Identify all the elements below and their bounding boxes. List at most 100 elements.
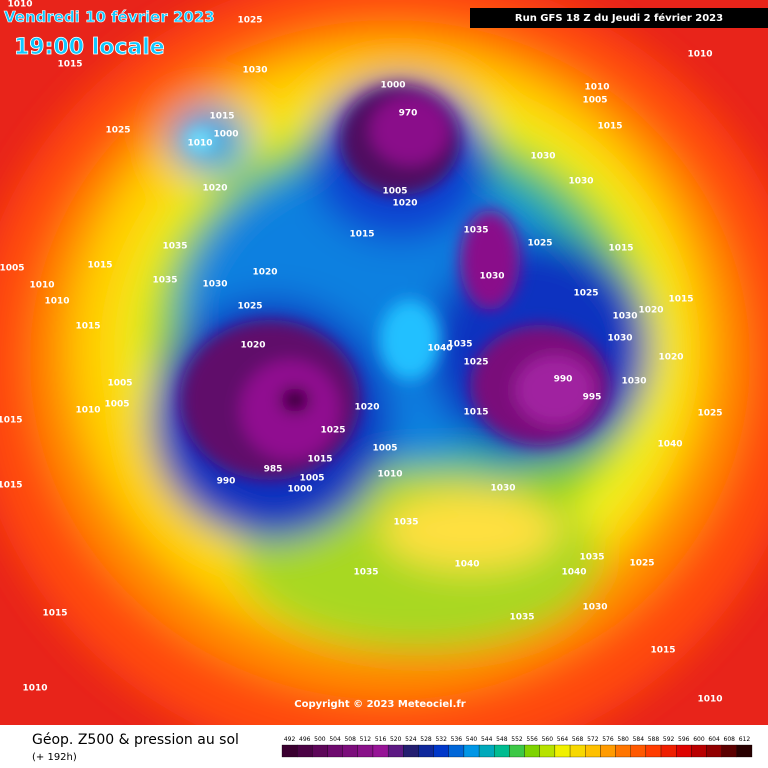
scale-label: 576 (602, 736, 614, 743)
run-info: Run GFS 18 Z du Jeudi 2 février 2023 (515, 12, 723, 24)
scale-label: 584 (633, 736, 645, 743)
scale-label: 556 (526, 736, 538, 743)
scale-cell (554, 744, 571, 758)
isobar-label: 1030 (490, 484, 515, 494)
scale-label: 528 (420, 736, 432, 743)
isobar-label: 1035 (152, 276, 177, 286)
isobar-label: 1010 (697, 695, 722, 705)
scale-cell (721, 744, 737, 758)
isobar-label: 1005 (582, 96, 607, 106)
isobar-label: 1030 (568, 177, 593, 187)
isobar-label: 995 (583, 393, 602, 403)
scale-label: 536 (451, 736, 463, 743)
isobar-label: 1010 (22, 684, 47, 694)
scale-cell (569, 744, 586, 758)
isobar-label: 1030 (242, 66, 267, 76)
isobar-label: 985 (264, 465, 283, 475)
run-box (470, 8, 768, 28)
isobar-label: 1040 (427, 344, 452, 354)
scale-cell (342, 744, 358, 758)
copyright: Copyright © 2023 Meteociel.fr (294, 699, 465, 710)
isobar-label: 1025 (237, 302, 262, 312)
scale-cell (630, 744, 647, 758)
scale-label: 492 (284, 736, 296, 743)
isobar-label: 1040 (454, 560, 479, 570)
isobar-label: 1030 (202, 280, 227, 290)
isobar-label: 1015 (668, 295, 693, 305)
scale-label: 580 (617, 736, 629, 743)
isobar-label: 1035 (162, 242, 187, 252)
scale-label: 524 (405, 736, 417, 743)
scale-cell (418, 744, 434, 758)
scale-cell (403, 744, 419, 758)
isobar-label: 1015 (307, 455, 332, 465)
scale-label: 516 (375, 736, 387, 743)
scale-label: 508 (344, 736, 356, 743)
isobar-label: 1020 (240, 341, 265, 351)
scale-label: 520 (390, 736, 402, 743)
scale-cell (615, 744, 631, 758)
isobar-label: 1025 (629, 559, 654, 569)
isobar-label: 1015 (650, 646, 675, 656)
isobar-label: 1030 (530, 152, 555, 162)
scale-label: 560 (542, 736, 554, 743)
isobar-label: 1015 (209, 112, 234, 122)
scale-label: 604 (708, 736, 720, 743)
isobar-label: 1020 (658, 353, 683, 363)
scale-cell (600, 744, 616, 758)
isobar-label: 1030 (621, 377, 646, 387)
isobar-label: 1040 (657, 440, 682, 450)
scale-label: 568 (572, 736, 584, 743)
isobar-label: 1030 (479, 272, 504, 282)
map-date: Vendredi 10 février 2023 (4, 8, 215, 26)
isobar-label: 1015 (463, 408, 488, 418)
scale-cell (691, 744, 707, 758)
isobar-label: 1005 (0, 264, 25, 274)
isobar-label: 1040 (561, 568, 586, 578)
isobar-label: 1035 (447, 340, 472, 350)
scale-label: 500 (314, 736, 326, 743)
map-time: 19:00 locale (14, 35, 165, 60)
isobar-label: 1000 (287, 485, 312, 495)
scale-cell (433, 744, 449, 758)
isobar-label: 1035 (579, 553, 604, 563)
isobar-label: 1015 (57, 60, 82, 70)
isobar-label: 1005 (372, 444, 397, 454)
isobar-label: 1035 (463, 226, 488, 236)
isobar-label: 1025 (463, 358, 488, 368)
scale-label: 504 (329, 736, 341, 743)
scale-cell (539, 744, 556, 758)
scale-label: 596 (678, 736, 690, 743)
color-scale: 492 496 500 504 508 512 516 520 524 528 532 536 540 5… (281, 736, 753, 758)
footer-title: Géop. Z500 & pression au sol (32, 732, 239, 748)
scale-label: 512 (360, 736, 372, 743)
isobar-label: 1010 (584, 83, 609, 93)
isobar-label: 1010 (377, 470, 402, 480)
isobar-label: 990 (217, 477, 236, 487)
isobar-label: 1005 (107, 379, 132, 389)
isobar-label: 1025 (697, 409, 722, 419)
scale-cell (585, 744, 601, 758)
isobar-label: 1020 (392, 199, 417, 209)
scale-cell (327, 744, 343, 758)
isobar-label: 1015 (597, 122, 622, 132)
isobar-label: 1010 (44, 297, 69, 307)
isobar-label: 1010 (29, 281, 54, 291)
isobar-label: 1035 (509, 613, 534, 623)
scale-label: 540 (466, 736, 478, 743)
isobar-label: 1025 (237, 16, 262, 26)
isobar-label: 1005 (104, 400, 129, 410)
footer-subtitle: (+ 192h) (32, 752, 77, 763)
isobar-label: 1010 (75, 406, 100, 416)
scale-label: 544 (481, 736, 493, 743)
scale-label: 548 (496, 736, 508, 743)
isobar-label: 1015 (0, 481, 23, 491)
isobar-label: 1030 (582, 603, 607, 613)
scale-cell (494, 744, 510, 758)
isobar-label: 1035 (393, 518, 418, 528)
scale-cell (448, 744, 465, 758)
isobar-label: 1030 (612, 312, 637, 322)
isobar-label: 1010 (7, 0, 32, 10)
scale-label: 552 (511, 736, 523, 743)
